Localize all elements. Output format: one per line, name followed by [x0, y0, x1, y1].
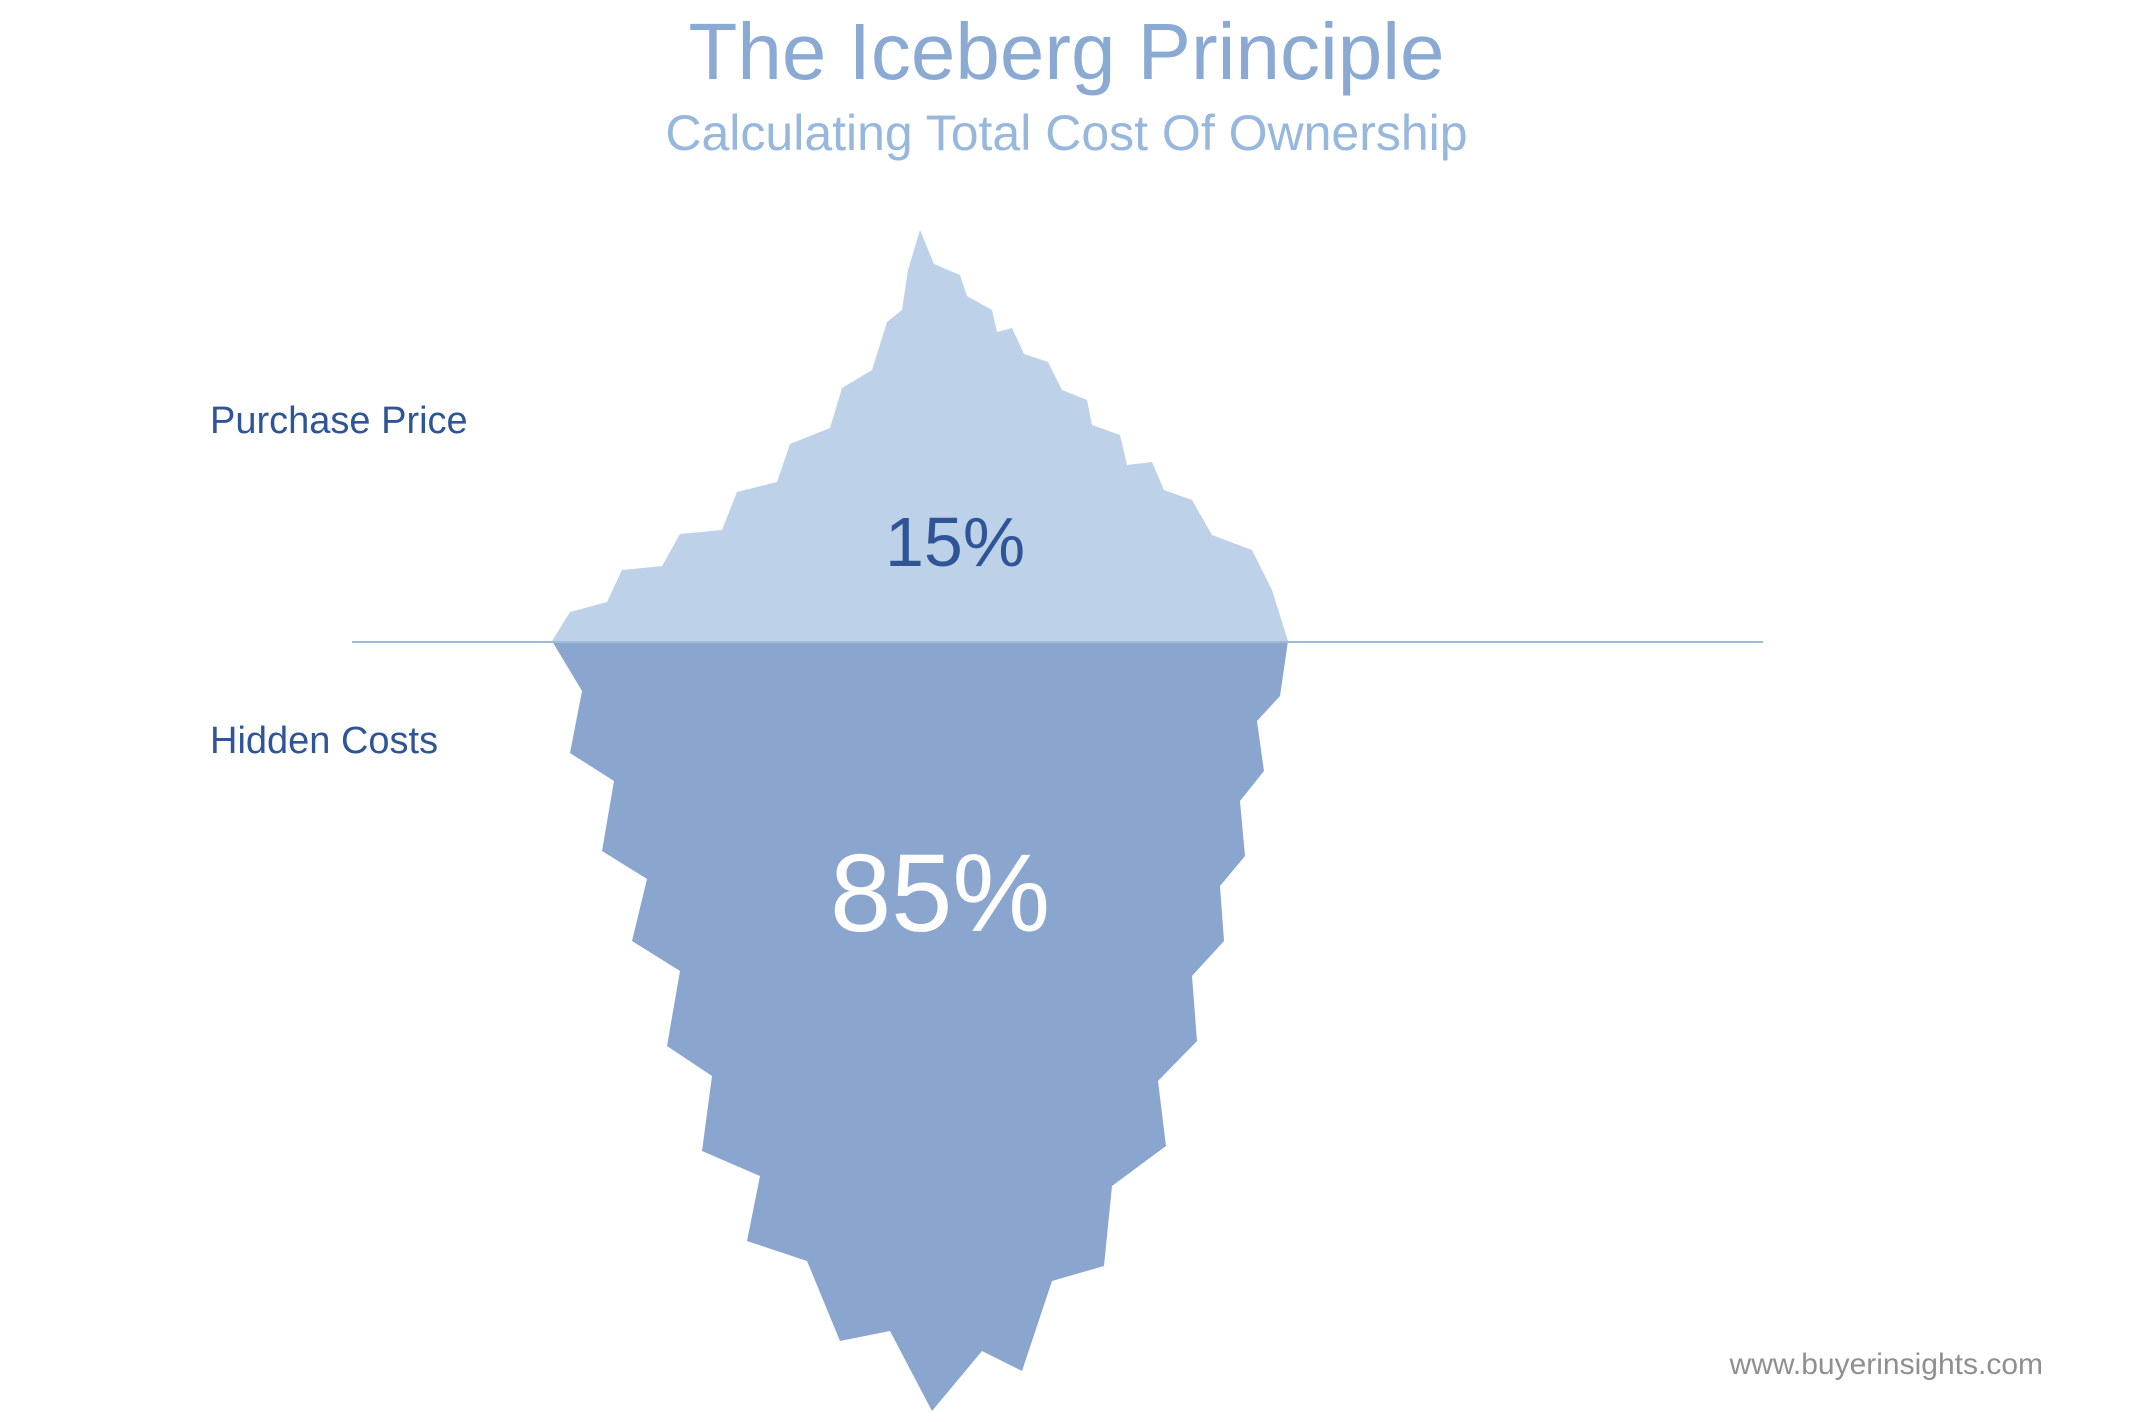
- page-title: The Iceberg Principle: [0, 6, 2133, 98]
- page-subtitle: Calculating Total Cost Of Ownership: [0, 104, 2133, 162]
- iceberg-base-shape: [552, 641, 1288, 1411]
- label-hidden-costs: Hidden Costs: [210, 720, 438, 763]
- percent-below-water: 85%: [830, 830, 1050, 957]
- percent-above-water: 15%: [885, 502, 1025, 582]
- attribution-link[interactable]: www.buyerinsights.com: [1730, 1348, 2043, 1382]
- label-purchase-price: Purchase Price: [210, 400, 468, 443]
- waterline: [352, 641, 1763, 643]
- iceberg-base-polygon: [552, 641, 1288, 1411]
